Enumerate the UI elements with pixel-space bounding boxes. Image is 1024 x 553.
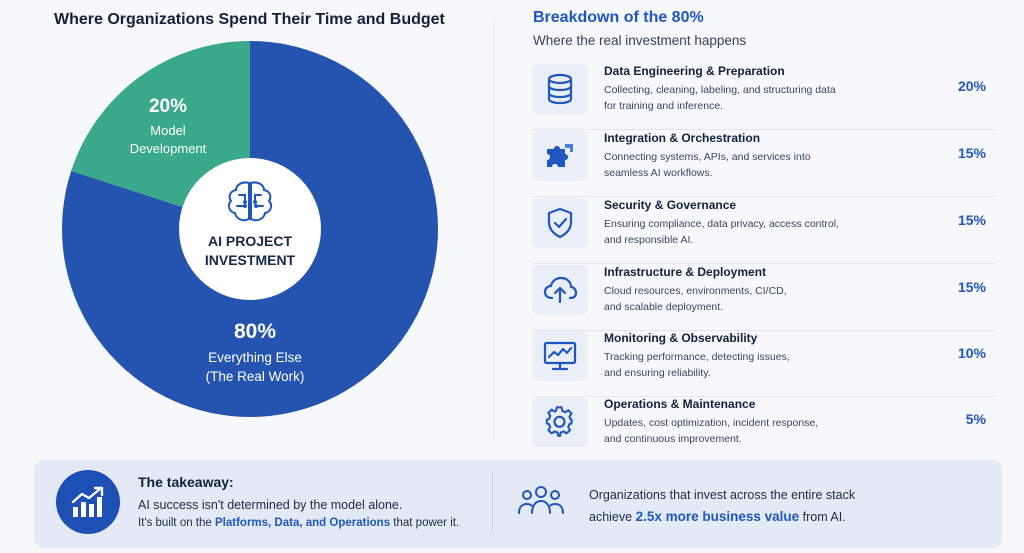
item-desc-line2: and responsible AI. — [604, 234, 694, 246]
pie-center-label: AI PROJECT INVESTMENT — [190, 232, 310, 270]
pie-chart — [62, 41, 439, 417]
item-description: Collecting, cleaning, labeling, and stru… — [604, 82, 864, 114]
item-desc-line1: Ensuring compliance, data privacy, acces… — [604, 218, 839, 230]
item-title: Data Engineering & Preparation — [604, 64, 785, 78]
item-percentage: 10% — [957, 345, 986, 361]
breakdown-item-infrastructure: Infrastructure & Deployment Cloud resour… — [532, 265, 996, 331]
item-desc-line1: Connecting systems, APIs, and services i… — [604, 151, 811, 163]
item-desc-line2: seamless AI workflows. — [604, 167, 713, 179]
takeaway-divider — [492, 472, 493, 532]
takeaway-stat-line1: Organizations that invest across the ent… — [589, 488, 856, 502]
growth-chart-icon — [56, 470, 120, 534]
takeaway-stat-bold: 2.5x more business value — [635, 509, 800, 524]
item-description: Cloud resources, environments, CI/CD, an… — [604, 283, 864, 315]
center-label-line2: INVESTMENT — [204, 252, 296, 268]
pie-label-everything-else: 80% Everything Else (The Real Work) — [175, 320, 335, 386]
pie-label-else-pct: 80% — [233, 320, 277, 343]
breakdown-title: Breakdown of the 80% — [533, 9, 704, 26]
gear-icon — [532, 397, 588, 447]
breakdown-item-integration: Integration & Orchestration Connecting s… — [532, 131, 996, 197]
panel-divider — [493, 20, 494, 440]
people-group-icon — [518, 486, 564, 514]
takeaway-line1: AI success isn't determined by the model… — [138, 498, 403, 512]
item-description: Updates, cost optimization, incident res… — [604, 415, 864, 447]
item-desc-line1: Collecting, cleaning, labeling, and stru… — [604, 84, 836, 96]
item-description: Ensuring compliance, data privacy, acces… — [604, 216, 864, 248]
item-title: Integration & Orchestration — [604, 131, 761, 145]
pie-center-hole — [179, 158, 321, 300]
item-desc-line1: Cloud resources, environments, CI/CD, — [604, 285, 787, 297]
pie-label-model-line2: Development — [129, 141, 207, 156]
item-desc-line1: Tracking performance, detecting issues, — [604, 351, 790, 363]
pie-label-model-development: 20% Model Development — [100, 96, 236, 158]
item-title: Monitoring & Observability — [604, 331, 758, 345]
puzzle-icon — [532, 131, 588, 181]
shield-check-icon — [532, 198, 588, 248]
item-percentage: 15% — [957, 145, 986, 161]
item-title: Operations & Maintenance — [604, 397, 756, 411]
item-desc-line1: Updates, cost optimization, incident res… — [604, 417, 819, 429]
item-desc-line2: and ensuring reliability. — [604, 367, 711, 379]
item-desc-line2: and scalable deployment. — [604, 301, 724, 313]
takeaway-banner: The takeaway: AI success isn't determine… — [34, 460, 1002, 548]
takeaway-stat-suffix: from AI. — [799, 510, 846, 524]
breakdown-item-monitoring: Monitoring & Observability Tracking perf… — [532, 331, 996, 397]
item-percentage: 5% — [965, 411, 986, 427]
breakdown-item-operations: Operations & Maintenance Updates, cost o… — [532, 397, 996, 463]
takeaway-line2-prefix: It's built on the — [138, 517, 215, 529]
breakdown-item-security: Security & Governance Ensuring complianc… — [532, 198, 996, 264]
left-panel-title: Where Organizations Spend Their Time and… — [54, 11, 445, 28]
takeaway-line2-bold: Platforms, Data, and Operations — [215, 517, 391, 529]
breakdown-item-data-engineering: Data Engineering & Preparation Collectin… — [532, 64, 996, 130]
pie-label-else-line1: Everything Else — [208, 350, 302, 365]
database-icon — [532, 64, 588, 114]
center-label-line1: AI PROJECT — [207, 233, 292, 249]
takeaway-stat-line2: achieve 2.5x more business value from AI… — [589, 509, 846, 524]
takeaway-stat-prefix: achieve — [589, 510, 636, 524]
takeaway-title: The takeaway: — [138, 474, 234, 490]
cloud-upload-icon — [532, 265, 588, 315]
pie-label-model-line1: Model — [150, 123, 186, 138]
brain-circuit-icon — [227, 181, 273, 222]
item-percentage: 15% — [957, 212, 986, 228]
takeaway-line2: It's built on the Platforms, Data, and O… — [138, 517, 459, 529]
item-desc-line2: for training and inference. — [604, 100, 724, 112]
breakdown-subtitle: Where the real investment happens — [533, 33, 747, 48]
item-description: Connecting systems, APIs, and services i… — [604, 149, 864, 181]
item-description: Tracking performance, detecting issues, … — [604, 349, 864, 381]
item-title: Infrastructure & Deployment — [604, 265, 767, 279]
takeaway-line2-suffix: that power it. — [390, 517, 460, 529]
item-title: Security & Governance — [604, 198, 737, 212]
item-percentage: 15% — [957, 279, 986, 295]
item-desc-line2: and continuous improvement. — [604, 433, 742, 445]
pie-label-model-pct: 20% — [148, 96, 188, 117]
item-percentage: 20% — [957, 78, 986, 94]
monitor-chart-icon — [532, 331, 588, 381]
pie-label-else-line2: (The Real Work) — [205, 369, 305, 384]
